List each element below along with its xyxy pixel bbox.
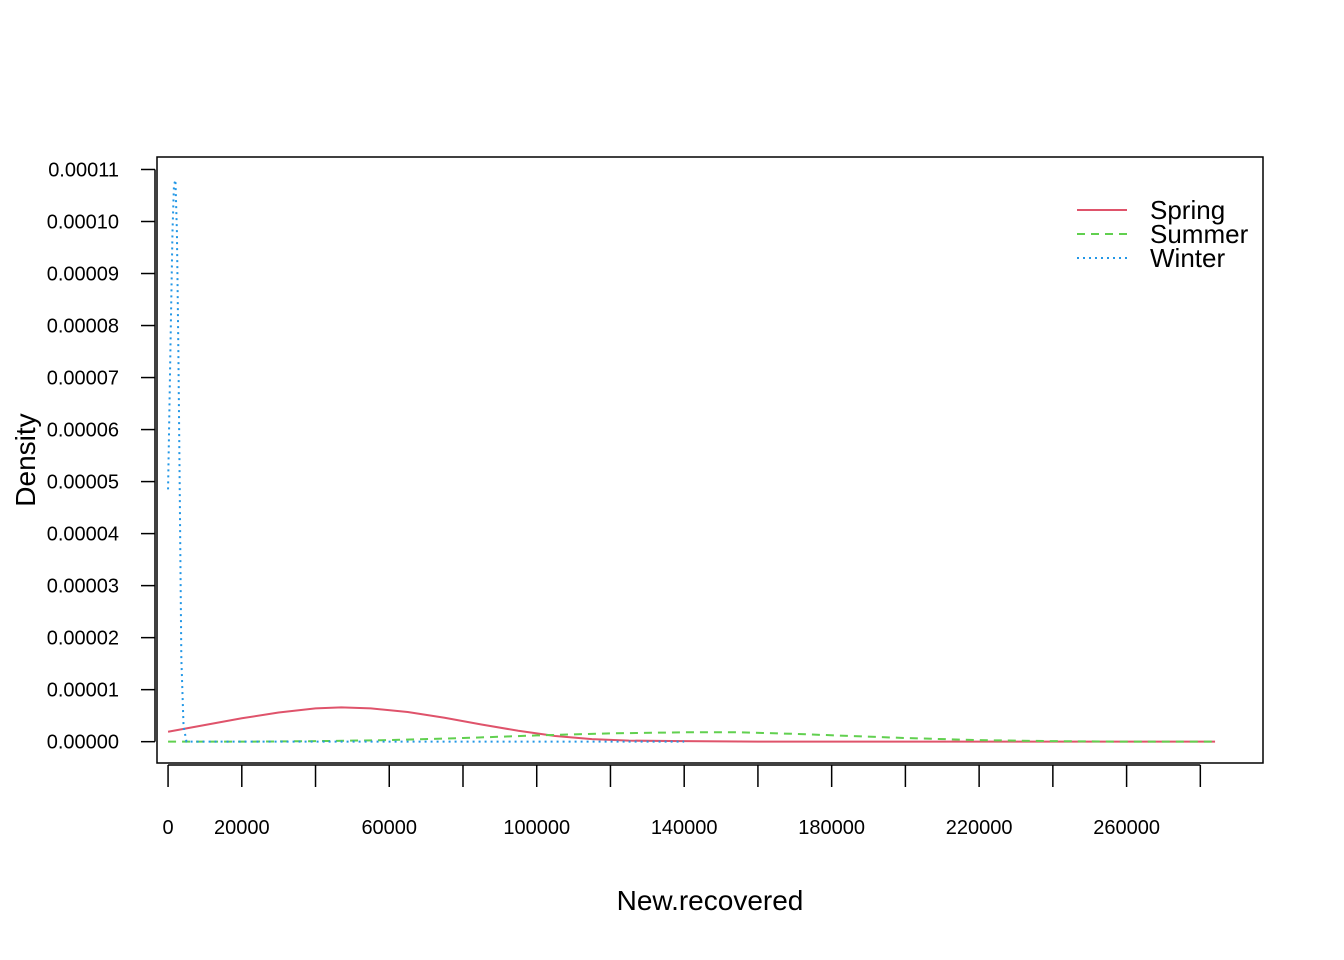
y-axis-title: Density	[10, 413, 41, 506]
x-tick-label: 220000	[946, 817, 1013, 839]
series-line-summer	[168, 731, 1216, 743]
x-tick-label: 260000	[1093, 817, 1160, 839]
y-tick-label: 0.00007	[47, 368, 119, 390]
y-tick-label: 0.00004	[47, 524, 119, 546]
y-tick-label: 0.00006	[47, 420, 119, 442]
y-tick-label: 0.00009	[47, 264, 119, 286]
x-tick-label: 0	[162, 817, 173, 839]
legend-label-spring: Spring	[1150, 195, 1225, 225]
y-axis: 0.00000 0.00001 0.00002 0.00003 0.00004 0.000…	[47, 159, 156, 754]
y-tick-label: 0.00011	[48, 159, 119, 181]
x-tick-label: 140000	[651, 817, 718, 839]
y-tick-label: 0.00005	[47, 472, 119, 494]
x-tick-label: 100000	[503, 817, 570, 839]
y-tick-label: 0.00002	[47, 628, 119, 650]
y-tick-label: 0.00001	[47, 680, 119, 702]
y-tick-label: 0.00010	[47, 212, 119, 234]
x-tick-label: 180000	[798, 817, 865, 839]
series-layer	[167, 179, 1216, 743]
x-axis: 0 20000 60000 100000 140000 180000 220000 26000…	[162, 764, 1202, 839]
series-line-spring	[167, 706, 1216, 743]
x-tick-label: 60000	[361, 817, 417, 839]
y-tick-label: 0.00000	[47, 732, 119, 754]
plot-frame	[156, 156, 1264, 764]
y-tick-label: 0.00008	[47, 316, 119, 338]
y-tick-label: 0.00003	[47, 576, 119, 598]
x-tick-label: 20000	[214, 817, 270, 839]
series-line-winter	[167, 179, 685, 743]
legend-label-winter: Winter	[1150, 243, 1225, 273]
x-axis-title: New.recovered	[617, 885, 804, 916]
legend-label-summer: Summer	[1150, 219, 1249, 249]
